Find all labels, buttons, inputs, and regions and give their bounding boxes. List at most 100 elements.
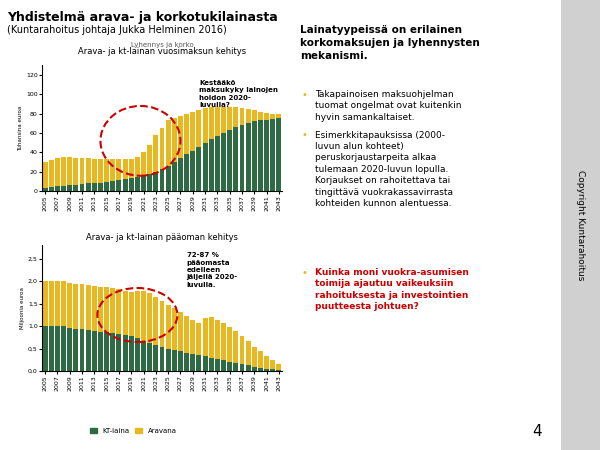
Bar bbox=[172, 350, 177, 371]
Bar bbox=[49, 326, 53, 371]
Bar bbox=[154, 135, 158, 172]
Bar bbox=[141, 152, 146, 176]
Bar bbox=[277, 114, 281, 117]
Bar bbox=[116, 289, 121, 334]
Bar bbox=[196, 323, 202, 355]
Bar bbox=[98, 332, 103, 371]
Bar bbox=[264, 356, 269, 369]
Bar bbox=[245, 365, 251, 371]
Bar bbox=[55, 326, 60, 371]
Bar bbox=[86, 184, 91, 191]
Bar bbox=[43, 281, 47, 326]
Bar bbox=[277, 364, 281, 370]
Bar bbox=[190, 151, 195, 191]
Bar bbox=[43, 162, 47, 189]
Bar bbox=[92, 159, 97, 184]
Bar bbox=[154, 172, 158, 191]
Bar bbox=[129, 159, 134, 178]
Text: 72-87 %
pääomasta
edelleen
jäljellä 2020-
luvulla.: 72-87 % pääomasta edelleen jäljellä 2020… bbox=[187, 252, 238, 288]
Text: Lyhennys ja korko: Lyhennys ja korko bbox=[131, 41, 193, 48]
Bar bbox=[73, 185, 79, 191]
Bar bbox=[147, 343, 152, 371]
Bar bbox=[271, 360, 275, 369]
Bar bbox=[252, 110, 257, 122]
Bar bbox=[80, 184, 85, 191]
Bar bbox=[135, 338, 140, 371]
Bar bbox=[104, 159, 109, 181]
Title: Arava- ja kt-lainan vuosimaksun kehitys: Arava- ja kt-lainan vuosimaksun kehitys bbox=[78, 47, 246, 56]
Bar bbox=[221, 360, 226, 371]
Bar bbox=[233, 107, 238, 127]
Bar bbox=[55, 186, 60, 191]
Bar bbox=[55, 158, 60, 186]
Bar bbox=[135, 177, 140, 191]
Bar bbox=[166, 349, 170, 371]
Bar bbox=[184, 114, 189, 154]
Bar bbox=[61, 186, 66, 191]
Bar bbox=[43, 326, 47, 371]
Bar bbox=[227, 362, 232, 371]
Bar bbox=[98, 287, 103, 332]
Bar bbox=[116, 159, 121, 180]
Bar bbox=[166, 120, 170, 166]
Bar bbox=[184, 316, 189, 353]
Bar bbox=[160, 347, 164, 371]
Bar bbox=[227, 327, 232, 362]
Y-axis label: Miljoonia euroa: Miljoonia euroa bbox=[20, 287, 25, 329]
Text: Takapainoisen maksuohjelman
tuomat ongelmat ovat kuitenkin
hyvin samankaltaiset.: Takapainoisen maksuohjelman tuomat ongel… bbox=[315, 90, 461, 122]
Bar bbox=[110, 180, 115, 191]
Bar bbox=[203, 318, 208, 356]
Bar bbox=[239, 126, 244, 191]
Bar bbox=[184, 353, 189, 371]
Bar bbox=[49, 160, 53, 187]
Bar bbox=[104, 332, 109, 371]
Text: •: • bbox=[301, 90, 307, 100]
Bar bbox=[178, 158, 183, 191]
Legend: Lyhennys, Korko: Lyhennys, Korko bbox=[89, 246, 178, 257]
Bar bbox=[80, 284, 85, 329]
Bar bbox=[258, 368, 263, 371]
Title: Arava- ja kt-lainan pääoman kehitys: Arava- ja kt-lainan pääoman kehitys bbox=[86, 233, 238, 242]
Bar bbox=[116, 334, 121, 371]
Bar bbox=[172, 117, 177, 162]
Bar bbox=[271, 118, 275, 191]
Bar bbox=[61, 326, 66, 371]
Bar bbox=[233, 127, 238, 191]
Bar bbox=[61, 158, 66, 186]
Y-axis label: Tuhansina euroa: Tuhansina euroa bbox=[19, 106, 23, 151]
Bar bbox=[252, 367, 257, 371]
Bar bbox=[245, 341, 251, 365]
Bar bbox=[122, 179, 128, 191]
Bar bbox=[209, 107, 214, 139]
Bar bbox=[166, 166, 170, 191]
Text: Lainatyypeissä on erilainen
korkomaksujen ja lyhennysten
mekanismi.: Lainatyypeissä on erilainen korkomaksuje… bbox=[300, 25, 480, 61]
Bar bbox=[172, 308, 177, 350]
Bar bbox=[196, 110, 202, 147]
Bar bbox=[92, 331, 97, 371]
Bar bbox=[147, 292, 152, 343]
Bar bbox=[245, 109, 251, 123]
Bar bbox=[67, 328, 72, 371]
Bar bbox=[233, 331, 238, 363]
Bar bbox=[86, 158, 91, 184]
Bar bbox=[73, 158, 79, 185]
Bar bbox=[209, 317, 214, 358]
Bar bbox=[80, 329, 85, 371]
Bar bbox=[190, 354, 195, 371]
Bar bbox=[49, 281, 53, 326]
Bar bbox=[178, 312, 183, 351]
Bar bbox=[190, 112, 195, 151]
Bar bbox=[264, 120, 269, 191]
Bar bbox=[98, 159, 103, 183]
Bar bbox=[110, 159, 115, 180]
Bar bbox=[245, 123, 251, 191]
Bar bbox=[129, 336, 134, 371]
Bar bbox=[166, 305, 170, 349]
Bar bbox=[196, 147, 202, 191]
Bar bbox=[49, 187, 53, 191]
Bar bbox=[258, 112, 263, 121]
Text: •: • bbox=[301, 268, 307, 278]
Bar bbox=[172, 162, 177, 191]
Bar bbox=[271, 114, 275, 118]
Bar bbox=[147, 145, 152, 174]
